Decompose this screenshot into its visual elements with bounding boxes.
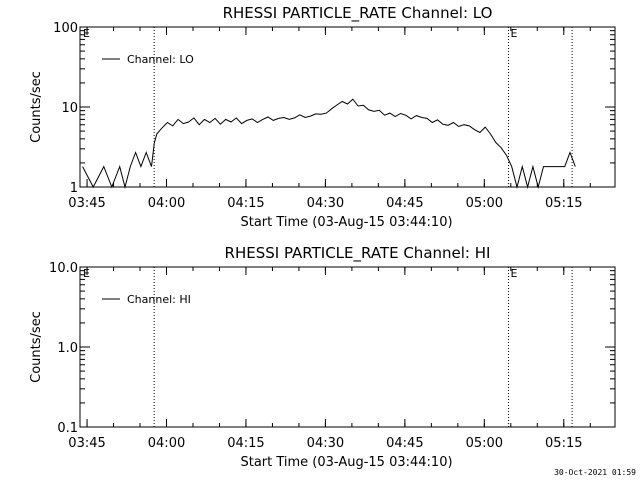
panel-2-plot-frame — [79, 266, 616, 428]
panel-1-y-axis-label: Counts/sec — [29, 71, 44, 143]
panel-2-x-tick-label: 03:45 — [68, 436, 105, 451]
panel-1-event-marker-label: E — [83, 27, 90, 40]
panel-1-title: RHESSI PARTICLE_RATE Channel: LO — [223, 4, 493, 23]
panel-2-legend-label: Channel: HI — [127, 293, 191, 306]
panel-2-x-tick-label: 04:00 — [148, 436, 185, 451]
generation-timestamp: 30-Oct-2021 01:59 — [554, 468, 636, 477]
panel-1-x-tick-label: 04:30 — [307, 196, 344, 211]
panel-1-x-axis-label: Start Time (03-Aug-15 03:44:10) — [240, 215, 452, 230]
panel-1-x-tick-label: 04:00 — [148, 196, 185, 211]
panel-1-x-tick-label: 04:15 — [227, 196, 264, 211]
panel-2-title: RHESSI PARTICLE_RATE Channel: HI — [225, 244, 491, 263]
panel-2-x-tick-label: 04:15 — [227, 436, 264, 451]
panel-1-event-marker-label: E — [511, 27, 518, 40]
panel-1-y-tick-label: 1 — [70, 181, 78, 196]
panel-2-x-tick-label: 04:45 — [386, 436, 423, 451]
panel-1-x-tick-label: 05:00 — [466, 196, 503, 211]
panel-2-x-tick-label: 05:15 — [545, 436, 582, 451]
panel-1-x-tick-label: 05:15 — [545, 196, 582, 211]
panel-1-series-line — [82, 98, 576, 189]
panel-2-x-axis-label: Start Time (03-Aug-15 03:44:10) — [240, 455, 452, 470]
panel-1-y-tick-label: 100 — [53, 21, 78, 36]
panel-2-event-marker-label: E — [511, 267, 518, 280]
panel-2-y-tick-label: 1.0 — [57, 341, 78, 356]
panel-2-y-axis-label: Counts/sec — [29, 311, 44, 383]
panel-1-plot-frame — [79, 26, 616, 188]
panel-1-x-tick-label: 04:45 — [386, 196, 423, 211]
panel-1-x-tick-label: 03:45 — [68, 196, 105, 211]
panel-2-y-tick-label: 0.1 — [57, 421, 78, 436]
panel-1-legend-label: Channel: LO — [127, 53, 194, 66]
panel-2-x-tick-label: 05:00 — [466, 436, 503, 451]
panel-2-y-tick-label: 10.0 — [49, 261, 78, 276]
panel-2-x-tick-label: 04:30 — [307, 436, 344, 451]
panel-1-y-tick-label: 10 — [61, 101, 78, 116]
panel-2-event-marker-label: E — [83, 267, 90, 280]
